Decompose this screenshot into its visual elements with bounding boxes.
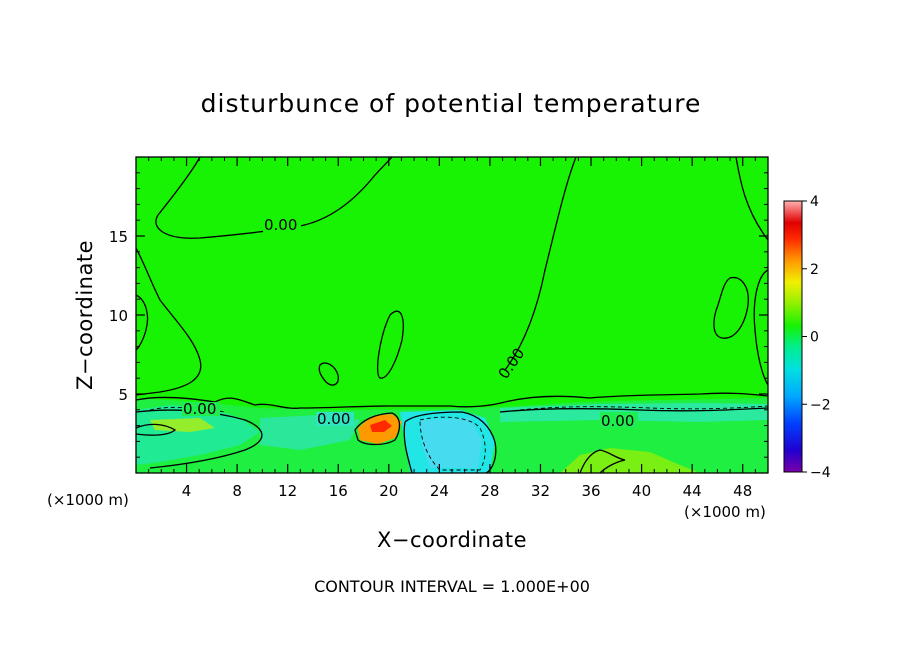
contour-line xyxy=(579,449,626,473)
contour-line xyxy=(713,276,749,339)
x-tick-label: 24 xyxy=(430,482,449,500)
contour-line xyxy=(136,392,768,409)
warm-patch-left xyxy=(150,418,215,432)
contour-line xyxy=(318,362,339,386)
colorbar-tick-label: 0 xyxy=(810,330,819,346)
colorbar-tick-label: 4 xyxy=(810,194,819,210)
contour-interval-note: CONTOUR INTERVAL = 1.000E+00 xyxy=(314,577,590,596)
colorbar-tick-label: −4 xyxy=(810,465,831,481)
chart-title: disturbunce of potential temperature xyxy=(201,89,702,118)
colorbar-ticks: −4 −2 0 2 4 xyxy=(802,194,831,481)
x-tick-label: 16 xyxy=(329,482,348,500)
contour-layer xyxy=(136,157,768,473)
contour-label: 0.00 xyxy=(264,216,297,234)
contour-line xyxy=(735,157,768,241)
colorbar-tick-label: −2 xyxy=(810,397,831,413)
x-tick-label: 36 xyxy=(581,482,600,500)
x-tick-labels: 4 8 12 16 20 24 28 32 36 40 44 48 xyxy=(182,482,752,500)
y-tick-label: 15 xyxy=(109,228,128,246)
x-unit-label-left: (×1000 m) xyxy=(47,491,129,509)
contour-line xyxy=(136,423,177,436)
contour-label: 0.00 xyxy=(601,412,634,430)
x-axis-title: X−coordinate xyxy=(377,528,527,552)
contour-line xyxy=(504,157,577,371)
contour-label: 0.00 xyxy=(183,400,216,418)
contour-line xyxy=(136,247,202,396)
x-tick-label: 4 xyxy=(182,482,192,500)
field-layer xyxy=(136,157,768,473)
x-tick-label: 32 xyxy=(531,482,550,500)
warm-region-lower-right xyxy=(560,448,700,473)
contour-line xyxy=(136,294,149,351)
y-tick-label: 5 xyxy=(118,386,128,404)
x-tick-label: 48 xyxy=(733,482,752,500)
contour-line xyxy=(404,411,497,473)
contour-line xyxy=(403,421,413,473)
contour-line xyxy=(753,269,768,386)
y-tick-labels: 5 10 15 xyxy=(109,228,128,404)
contour-line xyxy=(155,157,393,239)
x-tick-label: 40 xyxy=(632,482,651,500)
x-tick-label: 44 xyxy=(683,482,702,500)
colorbar xyxy=(783,200,803,473)
x-tick-label: 12 xyxy=(278,482,297,500)
warm-anomaly-core xyxy=(370,420,392,432)
negative-contour-line xyxy=(519,405,768,411)
cold-pool-core xyxy=(420,418,482,468)
axis-ticks xyxy=(136,157,768,473)
x-tick-label: 20 xyxy=(379,482,398,500)
x-unit-label-right: (×1000 m) xyxy=(684,503,766,521)
x-tick-label: 28 xyxy=(480,482,499,500)
contour-line xyxy=(354,412,401,446)
contour-label: 0.00 xyxy=(317,410,350,428)
colorbar-tick-label: 2 xyxy=(810,262,819,278)
contour-line xyxy=(377,310,404,379)
x-tick-label: 8 xyxy=(232,482,242,500)
negative-contour-line xyxy=(419,416,486,471)
y-axis-title: Z−coordinate xyxy=(73,240,97,390)
y-tick-label: 10 xyxy=(109,307,128,325)
contour-line xyxy=(499,407,768,413)
